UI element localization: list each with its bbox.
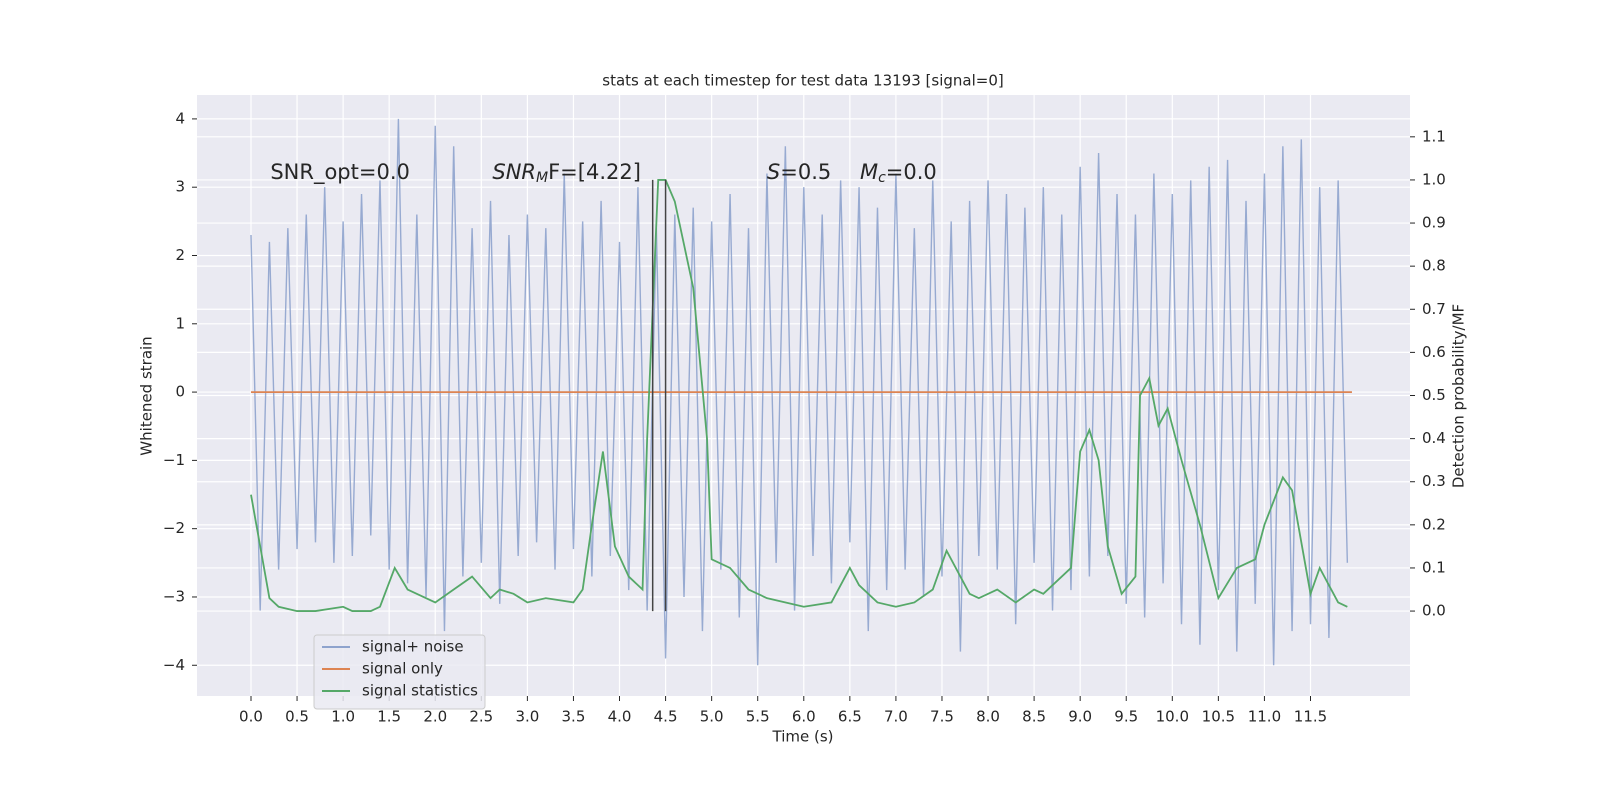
x-tick-label: 0.5 (285, 708, 309, 726)
legend-label: signal statistics (362, 682, 478, 700)
legend-label: signal+ noise (362, 638, 464, 656)
annotation: Mc=0.0 (860, 160, 937, 186)
y-tick-label: 3 (175, 178, 185, 196)
x-tick-label: 6.0 (792, 708, 816, 726)
legend: signal+ noise signal only signal statistic… (313, 634, 486, 710)
legend-label: signal only (362, 660, 443, 678)
annotation-subscript: M (536, 170, 548, 186)
x-tick-label: 11.0 (1248, 708, 1281, 726)
x-tick-label: 8.0 (976, 708, 1000, 726)
x-tick-label: 7.5 (930, 708, 954, 726)
x-tick-label: 1.5 (377, 708, 401, 726)
x-tick-label: 6.5 (838, 708, 862, 726)
annotation-math: SNR (492, 160, 536, 184)
annotation-subscript: c (878, 170, 886, 186)
y2-tick-label: 0.1 (1422, 558, 1446, 576)
y-tick-label: 4 (175, 109, 185, 127)
y2-tick-label: 1.0 (1422, 170, 1446, 188)
x-tick-label: 9.0 (1068, 708, 1092, 726)
y2-tick-label: 0.0 (1422, 602, 1446, 620)
y2-tick-label: 0.9 (1422, 214, 1446, 232)
x-tick-label: 1.0 (331, 708, 355, 726)
x-tick-label: 9.5 (1114, 708, 1138, 726)
y2-tick-label: 0.4 (1422, 429, 1446, 447)
legend-box (313, 634, 486, 710)
x-tick-label: 2.0 (423, 708, 447, 726)
annotation-text: SNR_opt=0.0 (270, 160, 410, 185)
y-tick-label: −1 (163, 451, 185, 469)
y2-tick-label: 0.6 (1422, 343, 1446, 361)
y2-tick-label: 0.5 (1422, 386, 1446, 404)
labels: 0.0 0.5 1.0 1.5 2.0 2.5 3.0 3.5 4.0 4.5 5.0 5.5 6.0 6… (163, 109, 1446, 725)
y2-tick-label: 0.8 (1422, 257, 1446, 275)
y-tick-label: −4 (163, 656, 185, 674)
x-tick-label: 4.0 (608, 708, 632, 726)
y-tick-label: 1 (175, 314, 185, 332)
annotation: S=0.5 (767, 160, 831, 184)
series-line (250, 118, 1349, 666)
annotation-math: M (860, 160, 878, 184)
x-tick-label: 8.5 (1022, 708, 1046, 726)
x-tick-label: 10.0 (1156, 708, 1189, 726)
y-tick-label: −2 (163, 519, 185, 537)
annotation: SNRMF=[4.22] (492, 160, 641, 186)
y-axis-label: Whitened strain (138, 336, 156, 455)
annotation-text: =0.5 (780, 160, 831, 184)
annotation-text: F=[4.22] (548, 160, 641, 184)
y2-tick-label: 1.1 (1422, 127, 1446, 145)
x-tick-label: 11.5 (1294, 708, 1327, 726)
x-tick-label: 3.0 (515, 708, 539, 726)
x-tick-label: 10.5 (1202, 708, 1235, 726)
annotation-math: S (767, 160, 780, 184)
x-tick-label: 3.5 (562, 708, 586, 726)
y-tick-label: 2 (175, 246, 185, 264)
annotation-text: =0.0 (886, 160, 937, 184)
x-tick-label: 5.0 (700, 708, 724, 726)
y2-tick-label: 0.3 (1422, 472, 1446, 490)
annotation: SNR_opt=0.0 (270, 160, 410, 185)
x-tick-label: 2.5 (469, 708, 493, 726)
x-tick-label: 4.5 (654, 708, 678, 726)
y-tick-label: −3 (163, 587, 185, 605)
chart-title: stats at each timestep for test data 131… (602, 72, 1003, 90)
x-axis-label: Time (s) (772, 728, 834, 746)
x-tick-label: 5.5 (746, 708, 770, 726)
y2-tick-label: 0.2 (1422, 515, 1446, 533)
marks (250, 118, 1352, 666)
x-tick-label: 7.0 (884, 708, 908, 726)
y2-tick-label: 0.7 (1422, 300, 1446, 318)
y2-axis-label: Detection probability/MF (1450, 304, 1468, 488)
series-line (250, 179, 1348, 612)
y-tick-label: 0 (175, 383, 185, 401)
grid (197, 95, 1410, 696)
x-tick-label: 0.0 (239, 708, 263, 726)
